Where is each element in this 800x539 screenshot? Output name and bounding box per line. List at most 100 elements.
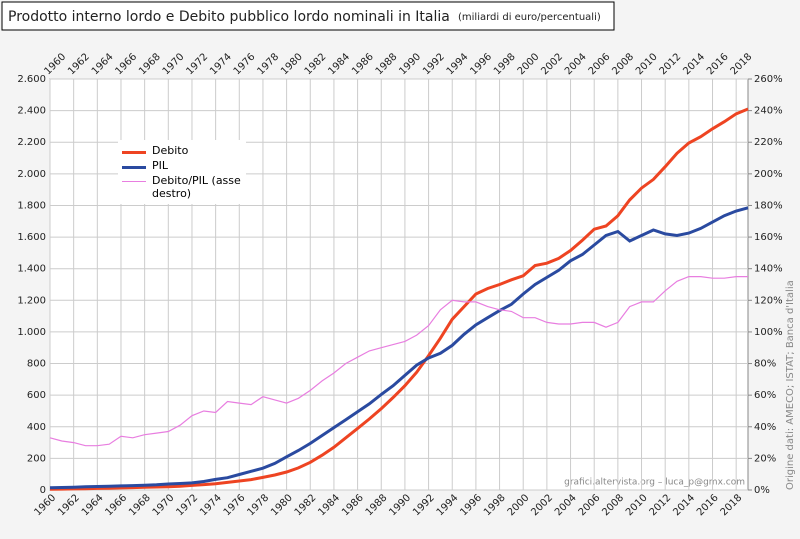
x-tick-label: 1968	[127, 492, 153, 518]
x-tick-label-top: 1982	[303, 51, 329, 77]
x-tick-label: 1976	[222, 492, 248, 518]
x-tick-label: 2010	[624, 492, 650, 518]
x-tick-label-top: 2002	[539, 51, 565, 77]
chart-title: Prodotto interno lordo e Debito pubblico…	[8, 9, 450, 25]
y2-tick-label: 140%	[754, 264, 783, 275]
y-tick-label: 200	[27, 453, 46, 464]
y2-tick-label: 0%	[754, 485, 770, 496]
legend-swatch	[122, 166, 146, 169]
x-tick-label-top: 2000	[516, 51, 542, 77]
x-tick-label-top: 1970	[161, 51, 187, 77]
x-tick-label-top: 2016	[705, 51, 731, 77]
x-tick-label: 1978	[245, 492, 271, 518]
x-tick-label-top: 1962	[66, 51, 92, 77]
x-tick-label-top: 2018	[729, 51, 755, 77]
x-tick-label: 2006	[577, 492, 603, 518]
x-tick-label: 2016	[695, 492, 721, 518]
y2-tick-label: 40%	[754, 422, 776, 433]
x-tick-label: 1962	[56, 492, 82, 518]
x-tick-label: 1998	[482, 492, 508, 518]
x-tick-label-top: 1978	[255, 51, 281, 77]
x-tick-label: 2014	[671, 492, 697, 518]
x-tick-label: 1982	[293, 492, 319, 518]
x-tick-label: 1974	[198, 492, 224, 518]
y-tick-label: 600	[27, 390, 46, 401]
y-tick-label: 1.600	[17, 232, 46, 243]
x-tick-label: 2018	[719, 492, 745, 518]
chart-subtitle: (miliardi di euro/percentuali)	[458, 12, 601, 23]
x-tick-label-top: 1986	[350, 51, 376, 77]
y-tick-label: 2.200	[17, 137, 46, 148]
x-tick-label: 1984	[316, 492, 342, 518]
x-tick-label-top: 1976	[232, 51, 258, 77]
y2-tick-label: 20%	[754, 453, 776, 464]
x-tick-label-top: 1998	[492, 51, 518, 77]
x-tick-label-top: 1988	[374, 51, 400, 77]
x-tick-label: 1980	[269, 492, 295, 518]
x-tick-label-top: 2008	[610, 51, 636, 77]
x-tick-label-top: 2012	[658, 51, 684, 77]
x-tick-label: 1988	[364, 492, 390, 518]
x-tick-label: 2012	[648, 492, 674, 518]
x-tick-label-top: 1980	[279, 51, 305, 77]
legend-swatch	[122, 151, 146, 154]
y-tick-label: 400	[27, 422, 46, 433]
y-tick-label: 1.000	[17, 327, 46, 338]
legend-item: PIL	[122, 159, 242, 172]
y2-tick-label: 160%	[754, 232, 783, 243]
y2-tick-label: 60%	[754, 390, 776, 401]
y2-tick-label: 220%	[754, 137, 783, 148]
series-line	[49, 276, 748, 447]
y-tick-label: 2.600	[17, 74, 46, 85]
source: Origine dati: AMECO; ISTAT; Banca d'Ital…	[785, 280, 796, 490]
x-tick-label: 1972	[174, 492, 200, 518]
y-tick-label: 1.400	[17, 264, 46, 275]
legend-label: Debito/PIL (asse destro)	[152, 174, 241, 200]
x-tick-label: 2004	[553, 492, 579, 518]
y-tick-label: 1.800	[17, 200, 46, 211]
x-tick-label: 1986	[340, 492, 366, 518]
x-tick-label-top: 1992	[421, 51, 447, 77]
x-tick-label: 1964	[80, 492, 106, 518]
x-tick-label-top: 1994	[445, 51, 471, 77]
x-tick-label: 2002	[529, 492, 555, 518]
y2-tick-label: 200%	[754, 169, 783, 180]
x-tick-label: 1970	[151, 492, 177, 518]
legend: Debito PIL Debito/PIL (asse destro)	[118, 140, 246, 204]
x-tick-label: 1994	[435, 492, 461, 518]
x-tick-label-top: 1960	[42, 51, 68, 77]
title-box	[1, 1, 615, 31]
x-tick-label-top: 2004	[563, 51, 589, 77]
x-tick-label-top: 1974	[208, 51, 234, 77]
x-tick-label-top: 1966	[113, 51, 139, 77]
x-tick-label-top: 2014	[681, 51, 707, 77]
x-tick-label: 1996	[458, 492, 484, 518]
x-tick-label: 1966	[103, 492, 129, 518]
x-tick-label-top: 1996	[468, 51, 494, 77]
y2-tick-label: 100%	[754, 327, 783, 338]
x-tick-label-top: 2010	[634, 51, 660, 77]
legend-swatch	[122, 181, 146, 182]
legend-label: PIL	[152, 159, 169, 172]
x-tick-label: 2008	[600, 492, 626, 518]
y2-tick-label: 120%	[754, 295, 783, 306]
x-tick-label: 1960	[32, 492, 58, 518]
y2-tick-label: 180%	[754, 200, 783, 211]
x-tick-label-top: 1984	[326, 51, 352, 77]
y-tick-label: 800	[27, 359, 46, 370]
legend-item: Debito	[122, 144, 242, 157]
x-tick-label-top: 1964	[90, 51, 116, 77]
x-tick-label-top: 1990	[397, 51, 423, 77]
legend-item: Debito/PIL (asse destro)	[122, 174, 242, 200]
x-tick-label-top: 1968	[137, 51, 163, 77]
y-tick-label: 1.200	[17, 295, 46, 306]
legend-label: Debito	[152, 144, 189, 157]
credit: grafici.altervista.org – luca_p@gmx.com	[564, 478, 745, 488]
x-tick-label-top: 1972	[184, 51, 210, 77]
y-tick-label: 2.400	[17, 106, 46, 117]
x-tick-label: 1990	[387, 492, 413, 518]
y-tick-label: 2.000	[17, 169, 46, 180]
y2-tick-label: 240%	[754, 106, 783, 117]
